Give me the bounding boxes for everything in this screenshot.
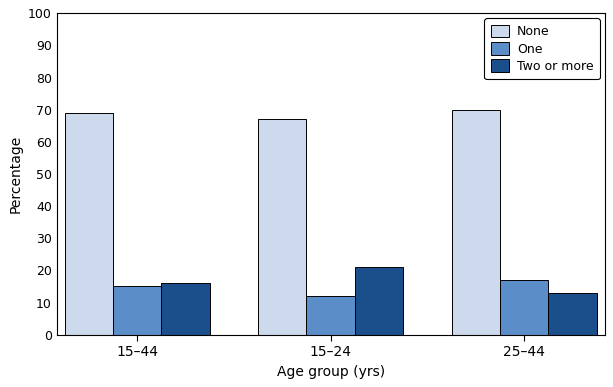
Legend: None, One, Two or more: None, One, Two or more [484, 18, 600, 79]
Bar [452, 110, 500, 335]
Bar [548, 293, 596, 335]
Bar [500, 280, 548, 335]
Bar [113, 286, 161, 335]
Bar [355, 267, 403, 335]
Bar [161, 283, 210, 335]
Bar [65, 113, 113, 335]
Bar [306, 296, 355, 335]
X-axis label: Age group (yrs): Age group (yrs) [276, 365, 385, 378]
Y-axis label: Percentage: Percentage [9, 135, 22, 213]
Bar [258, 119, 306, 335]
